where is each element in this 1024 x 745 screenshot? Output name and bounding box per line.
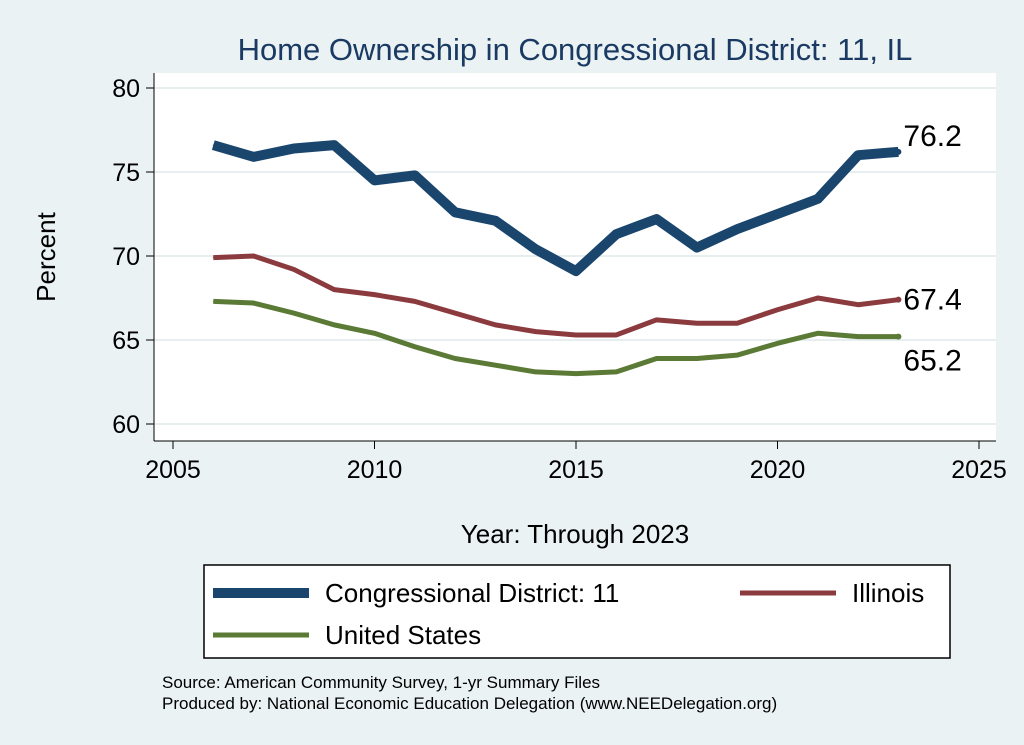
end-point xyxy=(895,333,902,340)
y-tick-label: 60 xyxy=(112,411,140,439)
x-tick-label: 2015 xyxy=(548,456,604,484)
end-labels: 76.2 67.4 65.2 xyxy=(903,120,961,378)
source-line-1: Source: American Community Survey, 1-yr … xyxy=(162,673,600,692)
data-point xyxy=(293,312,295,314)
data-point xyxy=(696,247,698,249)
data-point xyxy=(817,198,819,200)
grid xyxy=(154,87,996,425)
y-tick-label: 80 xyxy=(112,75,140,103)
data-point xyxy=(615,371,617,373)
series-lines xyxy=(211,140,902,377)
data-point xyxy=(293,268,295,270)
end-value-label: 67.4 xyxy=(903,284,961,317)
y-ticks: 60 65 70 75 80 xyxy=(112,75,154,439)
x-tick-label: 2005 xyxy=(145,456,201,484)
legend-label: United States xyxy=(325,620,481,650)
data-point xyxy=(333,144,335,146)
data-point xyxy=(656,319,658,321)
data-point xyxy=(817,297,819,299)
data-point xyxy=(293,147,295,149)
end-point xyxy=(895,148,902,155)
x-axis-label: Year: Through 2023 xyxy=(461,519,689,549)
x-tick-label: 2010 xyxy=(347,456,403,484)
data-point xyxy=(253,302,255,304)
data-point xyxy=(253,156,255,158)
data-point xyxy=(736,322,738,324)
data-point xyxy=(374,294,375,296)
data-point xyxy=(857,304,859,306)
data-point xyxy=(615,233,617,235)
data-point xyxy=(494,324,496,326)
data-point xyxy=(736,228,738,230)
chart-title: Home Ownership in Congressional District… xyxy=(238,32,913,67)
axes xyxy=(153,73,996,442)
data-point xyxy=(212,300,214,302)
y-tick-label: 75 xyxy=(112,159,140,187)
data-point xyxy=(777,309,778,311)
data-point xyxy=(333,289,335,291)
x-tick-label: 2025 xyxy=(951,456,1007,484)
y-axis-label: Percent xyxy=(31,211,61,301)
data-point xyxy=(535,331,537,333)
data-point xyxy=(494,364,496,366)
data-point xyxy=(777,213,778,215)
data-point xyxy=(414,346,416,348)
data-point xyxy=(374,332,375,334)
data-point xyxy=(414,174,416,176)
data-point xyxy=(212,144,214,146)
x-tick-label: 2020 xyxy=(750,456,806,484)
data-point xyxy=(454,211,456,213)
end-point xyxy=(895,296,902,303)
end-value-label: 65.2 xyxy=(903,345,961,378)
data-point xyxy=(736,354,738,356)
data-point xyxy=(656,357,658,359)
legend-label: Congressional District: 11 xyxy=(325,578,619,608)
data-point xyxy=(777,342,778,344)
source-line-2: Produced by: National Economic Education… xyxy=(162,694,777,713)
y-tick-label: 65 xyxy=(112,327,140,355)
legend-box xyxy=(203,564,951,659)
series-line xyxy=(213,298,899,377)
data-point xyxy=(374,179,375,181)
data-point xyxy=(212,257,214,259)
series-line xyxy=(213,253,899,338)
y-tick-label: 70 xyxy=(112,243,140,271)
data-point xyxy=(535,371,537,373)
data-point xyxy=(454,357,456,359)
data-point xyxy=(857,154,859,156)
data-point xyxy=(454,312,456,314)
data-point xyxy=(575,373,577,375)
data-point xyxy=(535,248,537,250)
data-point xyxy=(615,334,617,336)
legend: Congressional District: 11 Illinois United… xyxy=(213,578,924,650)
data-point xyxy=(857,336,859,338)
data-point xyxy=(494,220,496,222)
data-point xyxy=(414,300,416,302)
data-point xyxy=(575,270,577,272)
data-point xyxy=(253,255,255,257)
data-point xyxy=(696,322,698,324)
data-point xyxy=(333,324,335,326)
data-point xyxy=(656,218,658,220)
series-line xyxy=(211,140,899,277)
data-point xyxy=(696,357,698,359)
legend-label: Illinois xyxy=(852,578,924,608)
end-value-label: 76.2 xyxy=(903,120,961,153)
data-point xyxy=(817,332,819,334)
data-point xyxy=(575,334,577,336)
x-ticks: 2005 2010 2015 2020 2025 xyxy=(145,441,1007,484)
